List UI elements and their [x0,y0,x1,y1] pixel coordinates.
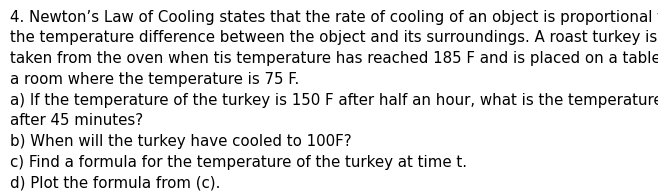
Text: taken from the oven when tis temperature has reached 185 F and is placed on a ta: taken from the oven when tis temperature… [10,51,658,66]
Text: a room where the temperature is 75 F.: a room where the temperature is 75 F. [10,72,299,87]
Text: after 45 minutes?: after 45 minutes? [10,113,143,128]
Text: c) Find a formula for the temperature of the turkey at time t.: c) Find a formula for the temperature of… [10,155,467,170]
Text: 4. Newton’s Law of Cooling states that the rate of cooling of an object is propo: 4. Newton’s Law of Cooling states that t… [10,10,658,25]
Text: the temperature difference between the object and its surroundings. A roast turk: the temperature difference between the o… [10,30,657,45]
Text: a) If the temperature of the turkey is 150 F after half an hour, what is the tem: a) If the temperature of the turkey is 1… [10,93,658,108]
Text: d) Plot the formula from (c).: d) Plot the formula from (c). [10,176,220,191]
Text: b) When will the turkey have cooled to 100F?: b) When will the turkey have cooled to 1… [10,134,351,149]
